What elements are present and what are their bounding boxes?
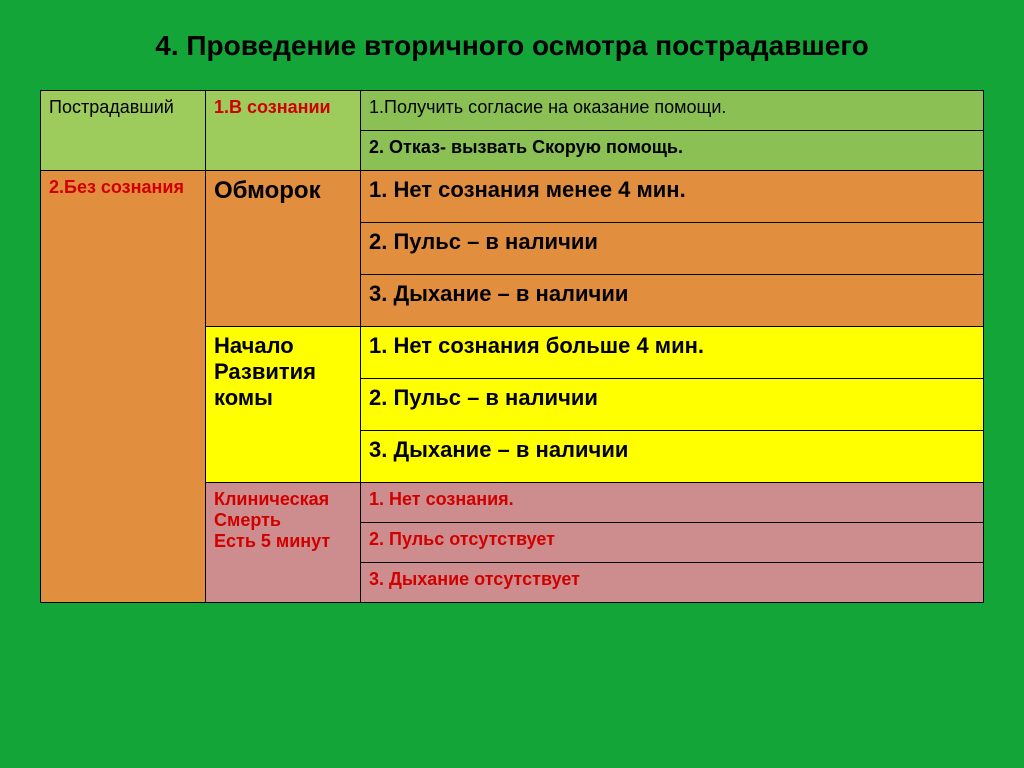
state-unconscious-text: 2.Без сознания (49, 177, 184, 197)
faint-r3-text: 3. Дыхание – в наличии (369, 281, 628, 306)
coma-r2-text: 2. Пульс – в наличии (369, 385, 598, 410)
death-r3-text: 3. Дыхание отсутствует (369, 569, 580, 589)
conscious-action-2-text: 2. Отказ- вызвать Скорую помощь. (369, 137, 683, 157)
page-title: 4. Проведение вторичного осмотра пострад… (40, 30, 984, 62)
sub-coma: Начало Развития комы (206, 327, 361, 483)
sub-coma-line1: Начало (214, 333, 352, 359)
state-unconscious: 2.Без сознания (41, 171, 206, 603)
sub-coma-line3: комы (214, 385, 352, 411)
faint-r2: 2. Пульс – в наличии (361, 223, 984, 275)
col-header-victim: Пострадавший (41, 91, 206, 171)
state-conscious-text: 1.В сознании (214, 97, 331, 117)
faint-r3: 3. Дыхание – в наличии (361, 275, 984, 327)
sub-death-line3: Есть 5 минут (214, 531, 352, 552)
death-r1: 1. Нет сознания. (361, 483, 984, 523)
sub-death-line2: Смерть (214, 510, 352, 531)
coma-r1-text: 1. Нет сознания больше 4 мин. (369, 333, 704, 358)
death-r2-text: 2. Пульс отсутствует (369, 529, 555, 549)
sub-faint-text: Обморок (214, 177, 321, 204)
coma-r3: 3. Дыхание – в наличии (361, 431, 984, 483)
sub-coma-line2: Развития (214, 359, 352, 385)
examination-table: Пострадавший 1.В сознании 1.Получить сог… (40, 90, 984, 603)
conscious-action-2: 2. Отказ- вызвать Скорую помощь. (361, 131, 984, 171)
col-header-text: Пострадавший (49, 97, 174, 117)
faint-r1: 1. Нет сознания менее 4 мин. (361, 171, 984, 223)
conscious-action-1-text: 1.Получить согласие на оказание помощи. (369, 97, 726, 117)
death-r2: 2. Пульс отсутствует (361, 523, 984, 563)
faint-r2-text: 2. Пульс – в наличии (369, 229, 598, 254)
death-r3: 3. Дыхание отсутствует (361, 563, 984, 603)
state-conscious: 1.В сознании (206, 91, 361, 171)
death-r1-text: 1. Нет сознания. (369, 489, 514, 509)
coma-r1: 1. Нет сознания больше 4 мин. (361, 327, 984, 379)
conscious-action-1: 1.Получить согласие на оказание помощи. (361, 91, 984, 131)
coma-r2: 2. Пульс – в наличии (361, 379, 984, 431)
faint-r1-text: 1. Нет сознания менее 4 мин. (369, 177, 686, 202)
sub-faint: Обморок (206, 171, 361, 327)
sub-death: Клиническая Смерть Есть 5 минут (206, 483, 361, 603)
sub-death-line1: Клиническая (214, 489, 352, 510)
coma-r3-text: 3. Дыхание – в наличии (369, 437, 628, 462)
